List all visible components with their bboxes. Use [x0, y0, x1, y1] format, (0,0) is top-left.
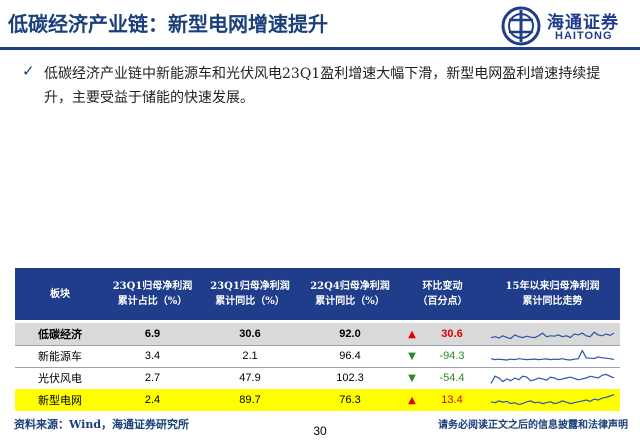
bullet-text: 低碳经济产业链中新能源车和光伏风电23Q1盈利增速大幅下滑，新型电网盈利增速持续… [44, 66, 601, 106]
trend-line [490, 349, 615, 361]
trend-line [490, 394, 615, 406]
table-row [15, 389, 620, 411]
column-header-line: 环比变动 [422, 281, 463, 292]
sector-name: 低碳经济 [38, 328, 82, 341]
column-header-line: 15年以来归母净利润 [505, 281, 600, 292]
brand-logo: 海通证券 HAITONG [501, 6, 633, 46]
table-row [15, 323, 620, 345]
page-number: 30 [313, 424, 327, 438]
legal-notice: 请务必阅读正文之后的信息披露和法律声明 [438, 420, 628, 431]
down-arrow-icon: ▼ [408, 350, 416, 362]
trend-sparkline [490, 394, 615, 406]
up-arrow-icon: ▲ [408, 394, 416, 406]
column-header-line: （百分点） [417, 296, 468, 307]
table-header [15, 268, 620, 320]
header-divider [0, 47, 640, 50]
yoy-23q1-cell: 47.9 [239, 372, 261, 384]
yoy-23q1-cell: 2.1 [242, 350, 258, 362]
profit-share-cell: 6.9 [144, 328, 161, 340]
yoy-22q4-cell: 96.4 [339, 350, 361, 362]
trend-sparkline [490, 349, 615, 361]
sector-name: 光伏风电 [38, 372, 82, 385]
column-header: 环比变动 （百分点） [400, 268, 485, 320]
column-header: 23Q1归母净利润 累计占比（%） [105, 268, 200, 320]
sector-name: 新能源车 [38, 350, 82, 363]
profit-share-cell: 3.4 [144, 350, 161, 362]
change-value: -54.4 [439, 372, 465, 384]
change-value: -94.3 [439, 350, 465, 362]
trend-line [490, 373, 615, 384]
yoy-23q1-cell: 89.7 [239, 394, 261, 406]
source-note: 资料来源：Wind，海通证券研究所 [14, 418, 190, 431]
column-header: 板块 [15, 268, 105, 320]
trend-line [490, 331, 615, 340]
logo-chinese-name: 海通证券 [547, 13, 619, 33]
column-header-line: 板块 [50, 288, 70, 300]
column-header: 23Q1归母净利润 累计同比（%） [200, 268, 300, 320]
yoy-22q4-cell: 76.3 [339, 394, 361, 406]
check-icon: ✓ [22, 62, 35, 80]
change-value: 30.6 [441, 328, 463, 340]
row-divider [15, 345, 620, 346]
trend-sparkline [490, 331, 615, 340]
column-header-line: 累计同比走势 [522, 296, 583, 307]
up-arrow-icon: ▲ [408, 328, 416, 340]
column-header-line: 23Q1归母净利润 [112, 281, 193, 292]
trend-sparkline [490, 373, 615, 384]
column-header: 15年以来归母净利润 累计同比走势 [485, 268, 620, 320]
column-header-line: 累计占比（%） [117, 296, 188, 307]
haitong-logo-icon [501, 6, 541, 46]
yoy-22q4-cell: 92.0 [339, 328, 361, 340]
row-divider [15, 367, 620, 368]
down-arrow-icon: ▼ [408, 372, 416, 384]
sector-name: 新型电网 [38, 394, 82, 407]
column-header-line: 23Q1归母净利润 [210, 281, 290, 292]
column-header: 22Q4归母净利润 累计同比（%） [300, 268, 400, 320]
yoy-22q4-cell: 102.3 [336, 372, 364, 384]
change-value: 13.4 [441, 394, 463, 406]
logo-english-name: HAITONG [555, 30, 613, 42]
page-title: 低碳经济产业链：新型电网增速提升 [8, 12, 328, 36]
column-header-line: 累计同比（%） [315, 296, 385, 307]
column-header-line: 累计同比（%） [215, 296, 285, 307]
profit-share-cell: 2.4 [144, 394, 161, 406]
column-header-line: 22Q4归母净利润 [310, 281, 390, 292]
profit-share-cell: 2.7 [144, 372, 161, 384]
yoy-23q1-cell: 30.6 [239, 328, 261, 340]
